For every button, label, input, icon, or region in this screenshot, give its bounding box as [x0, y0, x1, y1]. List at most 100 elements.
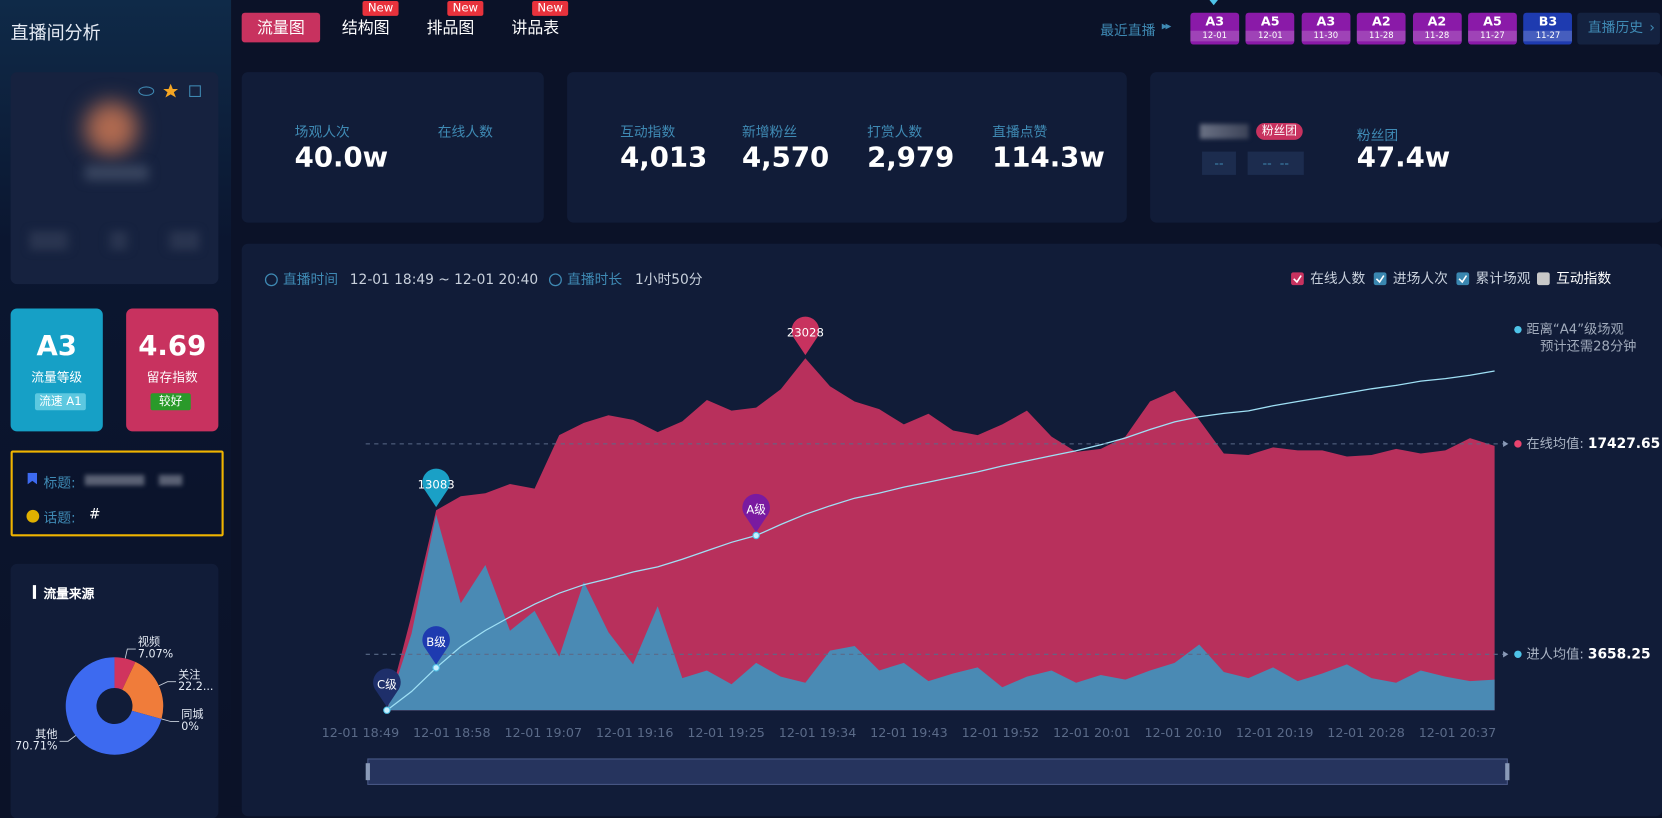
- pie-leader: [158, 681, 176, 687]
- tab[interactable]: 流量图: [241, 12, 321, 43]
- recent-pointer: [1209, 0, 1218, 6]
- recent-chip[interactable]: A5 11-27: [1468, 12, 1517, 45]
- marker-pin: [422, 468, 450, 508]
- pie-label: 关注: [178, 667, 200, 681]
- star-icon[interactable]: [163, 83, 179, 98]
- chip-level: A3: [1205, 13, 1225, 29]
- pie-label: 同城: [181, 708, 203, 721]
- fan-placeholder: -- --: [1247, 151, 1304, 175]
- tab[interactable]: 结构图: [341, 18, 390, 38]
- pie-slice: [122, 661, 164, 719]
- pie-value-label: 7.07%: [138, 647, 173, 660]
- average-value: 17427.65: [1588, 436, 1660, 452]
- avatar-blur: [84, 101, 138, 155]
- recent-chip[interactable]: A3 11-30: [1301, 12, 1351, 45]
- chip-date: 12-01: [1245, 30, 1295, 42]
- stat-label: 新增粉丝: [741, 125, 798, 141]
- recent-chip[interactable]: A2 11-28: [1412, 12, 1462, 45]
- tab[interactable]: 排品图: [426, 18, 475, 38]
- average-dot: [1514, 440, 1522, 448]
- average-label: 在线均值:: [1526, 436, 1583, 452]
- pie-label: 视频: [138, 635, 160, 649]
- stat-blur: [29, 231, 200, 251]
- pie-slice: [65, 657, 162, 755]
- legend-label[interactable]: 累计场观: [1476, 271, 1531, 287]
- pie-leader: [124, 648, 136, 659]
- recent-arrows: ▸▸: [1161, 19, 1172, 33]
- forecast-dot: [1514, 325, 1522, 334]
- legend-checkbox[interactable]: [1536, 272, 1550, 286]
- cumulative-dot: [752, 531, 760, 540]
- topic-label: 话题:: [43, 510, 76, 527]
- recent-chip[interactable]: A2 11-28: [1356, 12, 1406, 45]
- x-tick-label: 12-01 19:25: [687, 725, 765, 740]
- chip-level: A5: [1260, 13, 1280, 29]
- time-value: 12-01 18:49 ~ 12-01 20:40: [350, 272, 538, 288]
- x-tick-label: 12-01 19:16: [596, 725, 674, 740]
- x-tick-label: 12-01 19:34: [779, 725, 857, 740]
- history-button[interactable]: 直播历史 ›: [1577, 12, 1660, 45]
- level-tag: 流速 A1: [34, 393, 86, 411]
- legend-checkbox[interactable]: [1373, 272, 1387, 286]
- stat-label: 直播点赞: [992, 125, 1048, 141]
- pie-value-label: 22.2...: [178, 680, 213, 693]
- zoom-handle: [365, 763, 370, 781]
- x-tick-label: 12-01 20:10: [1144, 725, 1222, 740]
- chip-level: A5: [1483, 13, 1502, 29]
- pie-leader: [161, 718, 180, 722]
- traffic-title: 流量来源: [43, 586, 95, 602]
- fan-name-blur: [1199, 124, 1249, 139]
- average-dot: [1514, 650, 1522, 659]
- legend-checkbox[interactable]: [1291, 272, 1304, 286]
- tab-badge: New: [532, 1, 569, 16]
- legend-label[interactable]: 在线人数: [1310, 271, 1365, 287]
- marker-label: 23028: [787, 325, 824, 339]
- marker-label: A级: [746, 503, 766, 517]
- chip-date: 11-27: [1523, 30, 1573, 42]
- qr-icon[interactable]: [189, 85, 201, 97]
- history-label: 直播历史: [1587, 20, 1644, 37]
- marker-label: B级: [426, 635, 446, 649]
- eye-icon[interactable]: [138, 86, 155, 96]
- legend-check: [1293, 275, 1302, 284]
- chip-date: 11-30: [1301, 30, 1351, 42]
- topic-value: #: [89, 506, 101, 523]
- marker-label: C级: [377, 677, 397, 691]
- retention-value: 4.69: [138, 330, 207, 363]
- page-title: 直播间分析: [10, 23, 101, 45]
- legend-label[interactable]: 进场人次: [1393, 271, 1448, 287]
- fan-label: 粉丝团: [1356, 128, 1399, 145]
- fan-badge: 粉丝团: [1256, 122, 1303, 140]
- recent-chip[interactable]: A5 12-01: [1245, 12, 1295, 45]
- marker-pin: [422, 626, 450, 665]
- x-tick-label: 12-01 20:01: [1053, 725, 1131, 740]
- stat-value: 40.0w: [294, 142, 389, 174]
- recent-chip[interactable]: B3 11-27: [1523, 12, 1573, 45]
- x-tick-label: 12-01 20:28: [1327, 725, 1405, 740]
- stat-value: 2,979: [867, 142, 955, 174]
- chip-level: A2: [1427, 13, 1447, 29]
- pie-value-label: 0%: [181, 720, 199, 733]
- tab[interactable]: 讲品表: [511, 18, 560, 38]
- tab-badge: New: [447, 1, 484, 16]
- legend-label[interactable]: 互动指数: [1556, 271, 1611, 287]
- x-tick-label: 12-01 18:58: [413, 725, 491, 740]
- legend-check: [1375, 275, 1385, 284]
- legend-checkbox[interactable]: [1456, 272, 1470, 286]
- recent-chip[interactable]: A3 12-01: [1190, 12, 1240, 45]
- x-tick-label: 12-01 18:49: [322, 725, 400, 740]
- forecast-text: 距离“A4”级场观: [1526, 321, 1623, 338]
- chip-level: A3: [1316, 13, 1336, 29]
- title-label: 标题:: [43, 475, 76, 492]
- tab-badge: New: [362, 1, 399, 16]
- stat-label: 场观人次: [294, 125, 350, 141]
- pie-label: 其他: [35, 728, 57, 741]
- name-blur: [84, 165, 149, 181]
- clock-icon: [548, 273, 562, 287]
- duration-value: 1小时50分: [635, 272, 703, 288]
- recent-label: 最近直播: [1100, 23, 1156, 40]
- stat-value: 114.3w: [992, 142, 1105, 174]
- profile-card: [10, 72, 219, 285]
- pie-slice: [114, 657, 136, 690]
